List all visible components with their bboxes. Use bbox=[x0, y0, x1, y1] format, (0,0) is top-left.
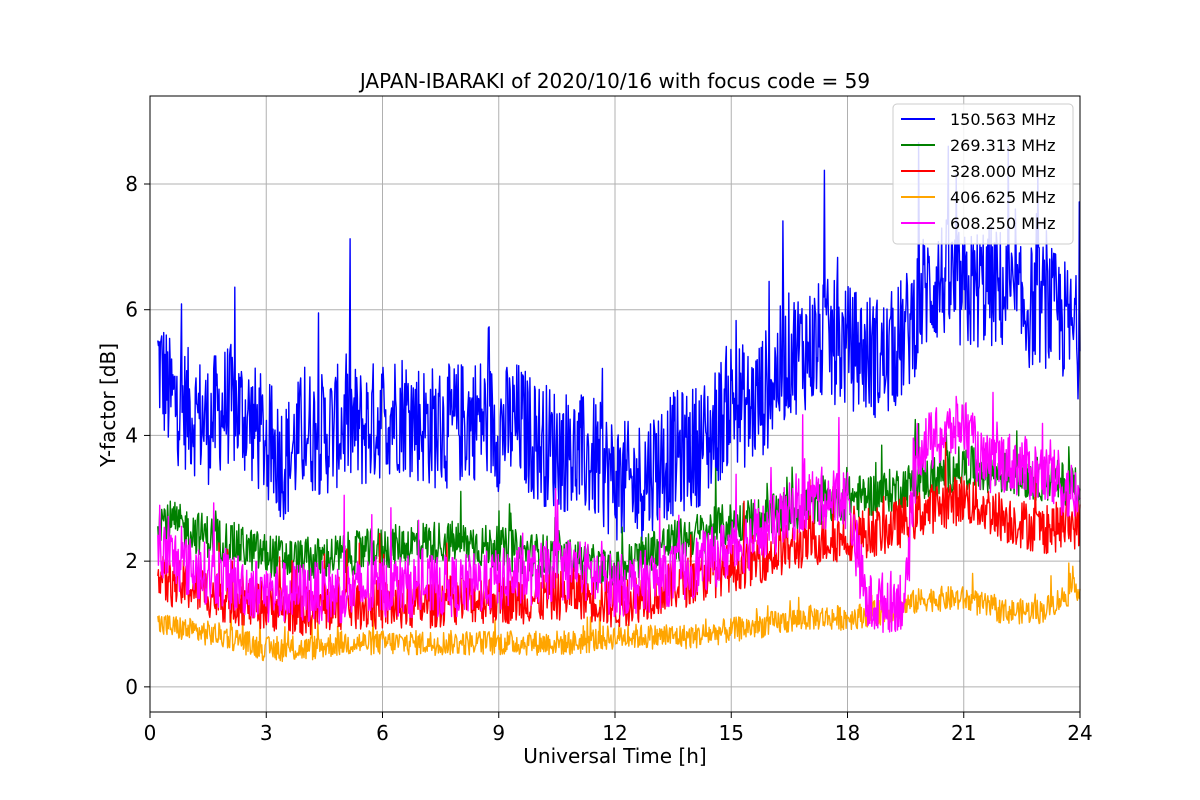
y-tick-label: 6 bbox=[125, 298, 138, 322]
y-tick-label: 8 bbox=[125, 172, 138, 196]
x-tick-label: 12 bbox=[602, 721, 627, 745]
x-tick-label: 9 bbox=[492, 721, 505, 745]
chart-title: JAPAN-IBARAKI of 2020/10/16 with focus c… bbox=[358, 69, 870, 93]
legend-label: 269.313 MHz bbox=[950, 136, 1055, 155]
series-lines bbox=[157, 141, 1081, 663]
x-tick-label: 15 bbox=[719, 721, 744, 745]
y-tick-label: 2 bbox=[125, 549, 138, 573]
x-tick-label: 21 bbox=[951, 721, 976, 745]
x-axis-label: Universal Time [h] bbox=[523, 744, 706, 768]
x-tick-label: 24 bbox=[1067, 721, 1092, 745]
series-line bbox=[157, 391, 1081, 633]
legend-box bbox=[892, 103, 1074, 245]
legend-label: 150.563 MHz bbox=[950, 110, 1055, 129]
legend: 150.563 MHz 269.313 MHz 328.000 MHz 406.625… bbox=[892, 103, 1074, 245]
y-axis-label: Y-factor [dB] bbox=[96, 343, 120, 468]
x-tick-label: 0 bbox=[144, 721, 157, 745]
y-tick-label: 4 bbox=[125, 423, 138, 447]
x-tick-label: 6 bbox=[376, 721, 389, 745]
x-tick-label: 18 bbox=[835, 721, 860, 745]
series-line bbox=[157, 141, 1081, 542]
legend-label: 328.000 MHz bbox=[950, 162, 1055, 181]
x-tick-label: 3 bbox=[260, 721, 273, 745]
legend-label: 608.250 MHz bbox=[950, 214, 1055, 233]
legend-label: 406.625 MHz bbox=[950, 188, 1055, 207]
y-tick-label: 0 bbox=[125, 675, 138, 699]
series-line bbox=[157, 441, 1081, 636]
